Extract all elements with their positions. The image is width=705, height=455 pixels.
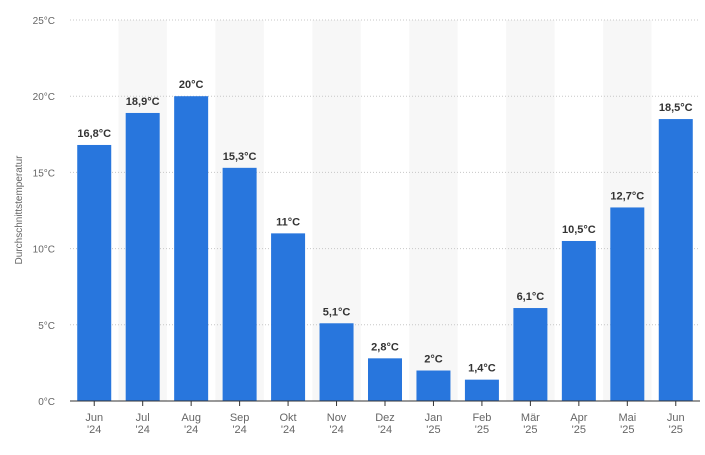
data-label: 16,8°C — [77, 128, 111, 140]
x-tick-label-year: '25 — [620, 424, 634, 436]
x-tick-label-year: '25 — [669, 424, 683, 436]
x-tick-label-month: Nov — [327, 412, 347, 424]
x-tick-label-year: '24 — [87, 424, 101, 436]
y-tick-label: 20°C — [33, 92, 55, 103]
y-tick-label: 10°C — [33, 245, 55, 256]
x-tick-label-month: Apr — [570, 412, 587, 424]
data-label: 5,1°C — [323, 306, 351, 318]
data-label: 2,8°C — [371, 341, 399, 353]
x-tick-label-month: Jun — [85, 412, 103, 424]
x-tick-label-year: '24 — [281, 424, 295, 436]
bar — [271, 233, 306, 401]
data-label: 1,4°C — [468, 363, 496, 375]
data-label: 20°C — [179, 79, 204, 91]
y-tick-label: 0°C — [38, 397, 55, 408]
data-label: 15,3°C — [223, 151, 257, 163]
x-tick-label-year: '25 — [572, 424, 586, 436]
data-label: 18,9°C — [126, 96, 160, 108]
x-tick-label-year: '25 — [523, 424, 537, 436]
bar — [464, 379, 499, 401]
data-label: 2°C — [424, 354, 443, 366]
x-tick-label-year: '24 — [184, 424, 198, 436]
x-tick-label-month: Mai — [618, 412, 636, 424]
x-tick-label-month: Jul — [136, 412, 150, 424]
bar — [561, 240, 596, 401]
x-tick-label-year: '24 — [232, 424, 246, 436]
data-label: 10,5°C — [562, 224, 596, 236]
x-tick-label-year: '24 — [329, 424, 343, 436]
x-tick-label-month: Mär — [521, 412, 540, 424]
bar — [513, 308, 548, 401]
background-band — [409, 20, 458, 401]
x-tick-label-month: Dez — [375, 412, 395, 424]
x-tick-label-month: Sep — [230, 412, 250, 424]
y-axis-label: Durchschnittstemperatur — [14, 155, 25, 265]
data-label: 11°C — [276, 216, 300, 228]
x-tick-label-month: Aug — [181, 412, 201, 424]
x-tick-label-month: Jun — [667, 412, 685, 424]
y-tick-label: 15°C — [33, 168, 55, 179]
y-axis-ticks: 0°C 5°C 10°C 15°C 20°C 25°C — [33, 16, 55, 408]
x-tick-label-month: Okt — [280, 412, 297, 424]
bar — [319, 323, 354, 401]
data-labels: 16,8°C 18,9°C 20°C 15,3°C 11°C 5,1°C 2,8°C 2°C 1… — [77, 79, 692, 374]
x-tick-label-year: '25 — [426, 424, 440, 436]
bar — [125, 112, 160, 402]
bar — [222, 167, 257, 401]
x-tick-label-year: '24 — [136, 424, 150, 436]
y-tick-label: 25°C — [33, 16, 55, 27]
bar — [610, 207, 645, 401]
y-tick-label: 5°C — [38, 321, 55, 332]
bar — [368, 358, 402, 401]
bar — [658, 119, 693, 401]
data-label: 18,5°C — [659, 102, 693, 114]
x-tick-label-year: '24 — [378, 424, 392, 436]
bar — [174, 96, 209, 401]
bar — [77, 144, 112, 401]
bars — [77, 96, 693, 402]
x-axis-ticks: Jun'24Jul'24Aug'24Sep'24Okt'24Nov'24Dez'… — [85, 401, 685, 436]
x-tick-label-month: Feb — [472, 412, 491, 424]
x-tick-label-year: '25 — [475, 424, 489, 436]
x-tick-label-month: Jan — [425, 412, 443, 424]
data-label: 6,1°C — [517, 291, 545, 303]
bar — [416, 370, 451, 401]
data-label: 12,7°C — [610, 190, 644, 202]
